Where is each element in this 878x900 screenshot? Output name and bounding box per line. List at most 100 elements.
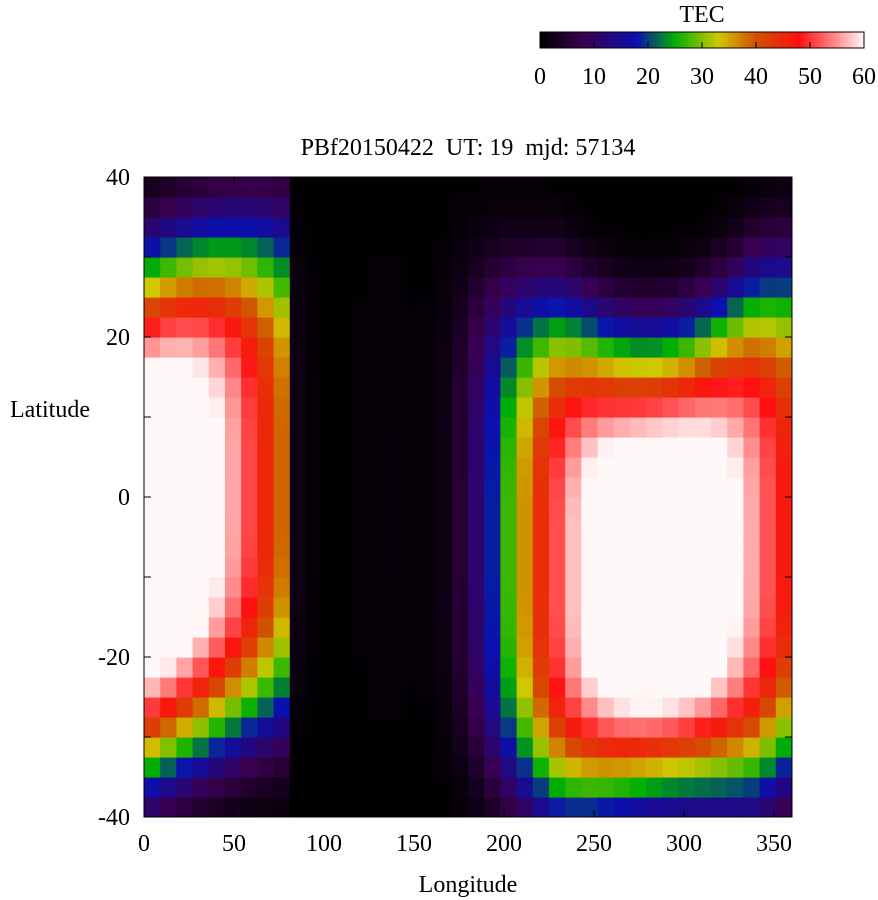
heatmap-cell — [257, 217, 275, 238]
heatmap-cell — [338, 377, 356, 398]
heatmap-cell — [711, 637, 728, 658]
heatmap-cell — [743, 297, 761, 318]
heatmap-cell — [208, 457, 226, 478]
heatmap-cell — [694, 217, 712, 238]
heatmap-cell — [289, 197, 307, 218]
heatmap-cell — [516, 597, 534, 618]
heatmap-cell — [630, 717, 647, 738]
heatmap-cell — [759, 537, 777, 558]
heatmap-cell — [225, 417, 242, 438]
heatmap-cell — [387, 257, 404, 278]
heatmap-cell — [565, 517, 582, 538]
heatmap-cell — [662, 357, 680, 378]
heatmap-cell — [435, 437, 453, 458]
heatmap-cell — [711, 357, 728, 378]
heatmap-cell — [387, 417, 404, 438]
y-tick-label: -20 — [98, 645, 130, 671]
heatmap-cell — [581, 357, 599, 378]
heatmap-cell — [144, 717, 161, 738]
heatmap-cell — [322, 657, 339, 678]
heatmap-cell — [306, 777, 323, 798]
heatmap-cell — [208, 397, 226, 418]
heatmap-cell — [549, 477, 566, 498]
heatmap-cell — [597, 197, 615, 218]
heatmap-cell — [354, 337, 372, 358]
heatmap-cell — [727, 477, 744, 498]
heatmap-cell — [306, 717, 323, 738]
heatmap-cell — [144, 737, 161, 758]
heatmap-cell — [630, 477, 647, 498]
heatmap-cell — [613, 717, 631, 738]
heatmap-cell — [662, 177, 680, 198]
heatmap-cell — [370, 637, 388, 658]
heatmap-cell — [468, 557, 485, 578]
heatmap-cell — [662, 517, 680, 538]
heatmap-cell — [257, 177, 275, 198]
heatmap-cell — [289, 477, 307, 498]
heatmap-cell — [468, 757, 485, 778]
heatmap-cell — [419, 637, 437, 658]
heatmap-cell — [484, 377, 501, 398]
heatmap-cell — [727, 377, 744, 398]
heatmap-cell — [727, 397, 744, 418]
heatmap-cell — [306, 617, 323, 638]
y-axis-label: Latitude — [10, 397, 90, 423]
heatmap-cell — [241, 597, 258, 618]
heatmap-cell — [597, 337, 615, 358]
heatmap-cell — [225, 297, 242, 318]
heatmap-cell — [435, 577, 453, 598]
heatmap-cell — [338, 437, 356, 458]
heatmap-cell — [273, 377, 291, 398]
heatmap-cell — [678, 317, 696, 338]
heatmap-cell — [306, 257, 323, 278]
heatmap-cell — [289, 497, 307, 518]
heatmap-cell — [711, 577, 728, 598]
heatmap-cell — [338, 697, 356, 718]
heatmap-cell — [192, 417, 210, 438]
heatmap-cell — [775, 597, 792, 618]
heatmap-cell — [338, 297, 356, 318]
heatmap-cell — [435, 477, 453, 498]
heatmap-cell — [484, 397, 501, 418]
heatmap-cell — [338, 257, 356, 278]
heatmap-cell — [241, 757, 258, 778]
heatmap-cell — [759, 457, 777, 478]
heatmap-cell — [613, 197, 631, 218]
heatmap-cell — [711, 217, 728, 238]
heatmap-cell — [694, 597, 712, 618]
heatmap-cell — [759, 317, 777, 338]
heatmap-cell — [306, 397, 323, 418]
heatmap-cell — [176, 317, 194, 338]
heatmap-cell — [581, 477, 599, 498]
heatmap-cell — [322, 477, 339, 498]
heatmap-cell — [613, 777, 631, 798]
heatmap-cell — [273, 337, 291, 358]
heatmap-cell — [743, 377, 761, 398]
heatmap-cell — [694, 277, 712, 298]
heatmap-cell — [160, 457, 177, 478]
y-tick-label: 20 — [106, 325, 130, 351]
heatmap-cell — [273, 297, 291, 318]
heatmap-cell — [160, 717, 177, 738]
heatmap-cell — [630, 277, 647, 298]
heatmap-cell — [257, 517, 275, 538]
heatmap-cell — [403, 237, 420, 258]
heatmap-cell — [435, 637, 453, 658]
heatmap-cell — [225, 357, 242, 378]
heatmap-cell — [451, 277, 469, 298]
heatmap-cell — [273, 177, 291, 198]
heatmap-cell — [435, 777, 453, 798]
heatmap-cell — [144, 597, 161, 618]
heatmap-cell — [176, 697, 194, 718]
heatmap-cell — [468, 537, 485, 558]
heatmap-cell — [711, 177, 728, 198]
heatmap-cell — [241, 217, 258, 238]
heatmap-cell — [630, 177, 647, 198]
colorbar-tick-label: 30 — [690, 64, 714, 90]
heatmap-cell — [743, 717, 761, 738]
heatmap-cell — [403, 637, 420, 658]
heatmap-cell — [484, 657, 501, 678]
heatmap-cell — [208, 497, 226, 518]
heatmap-cell — [727, 337, 744, 358]
heatmap-cell — [257, 377, 275, 398]
